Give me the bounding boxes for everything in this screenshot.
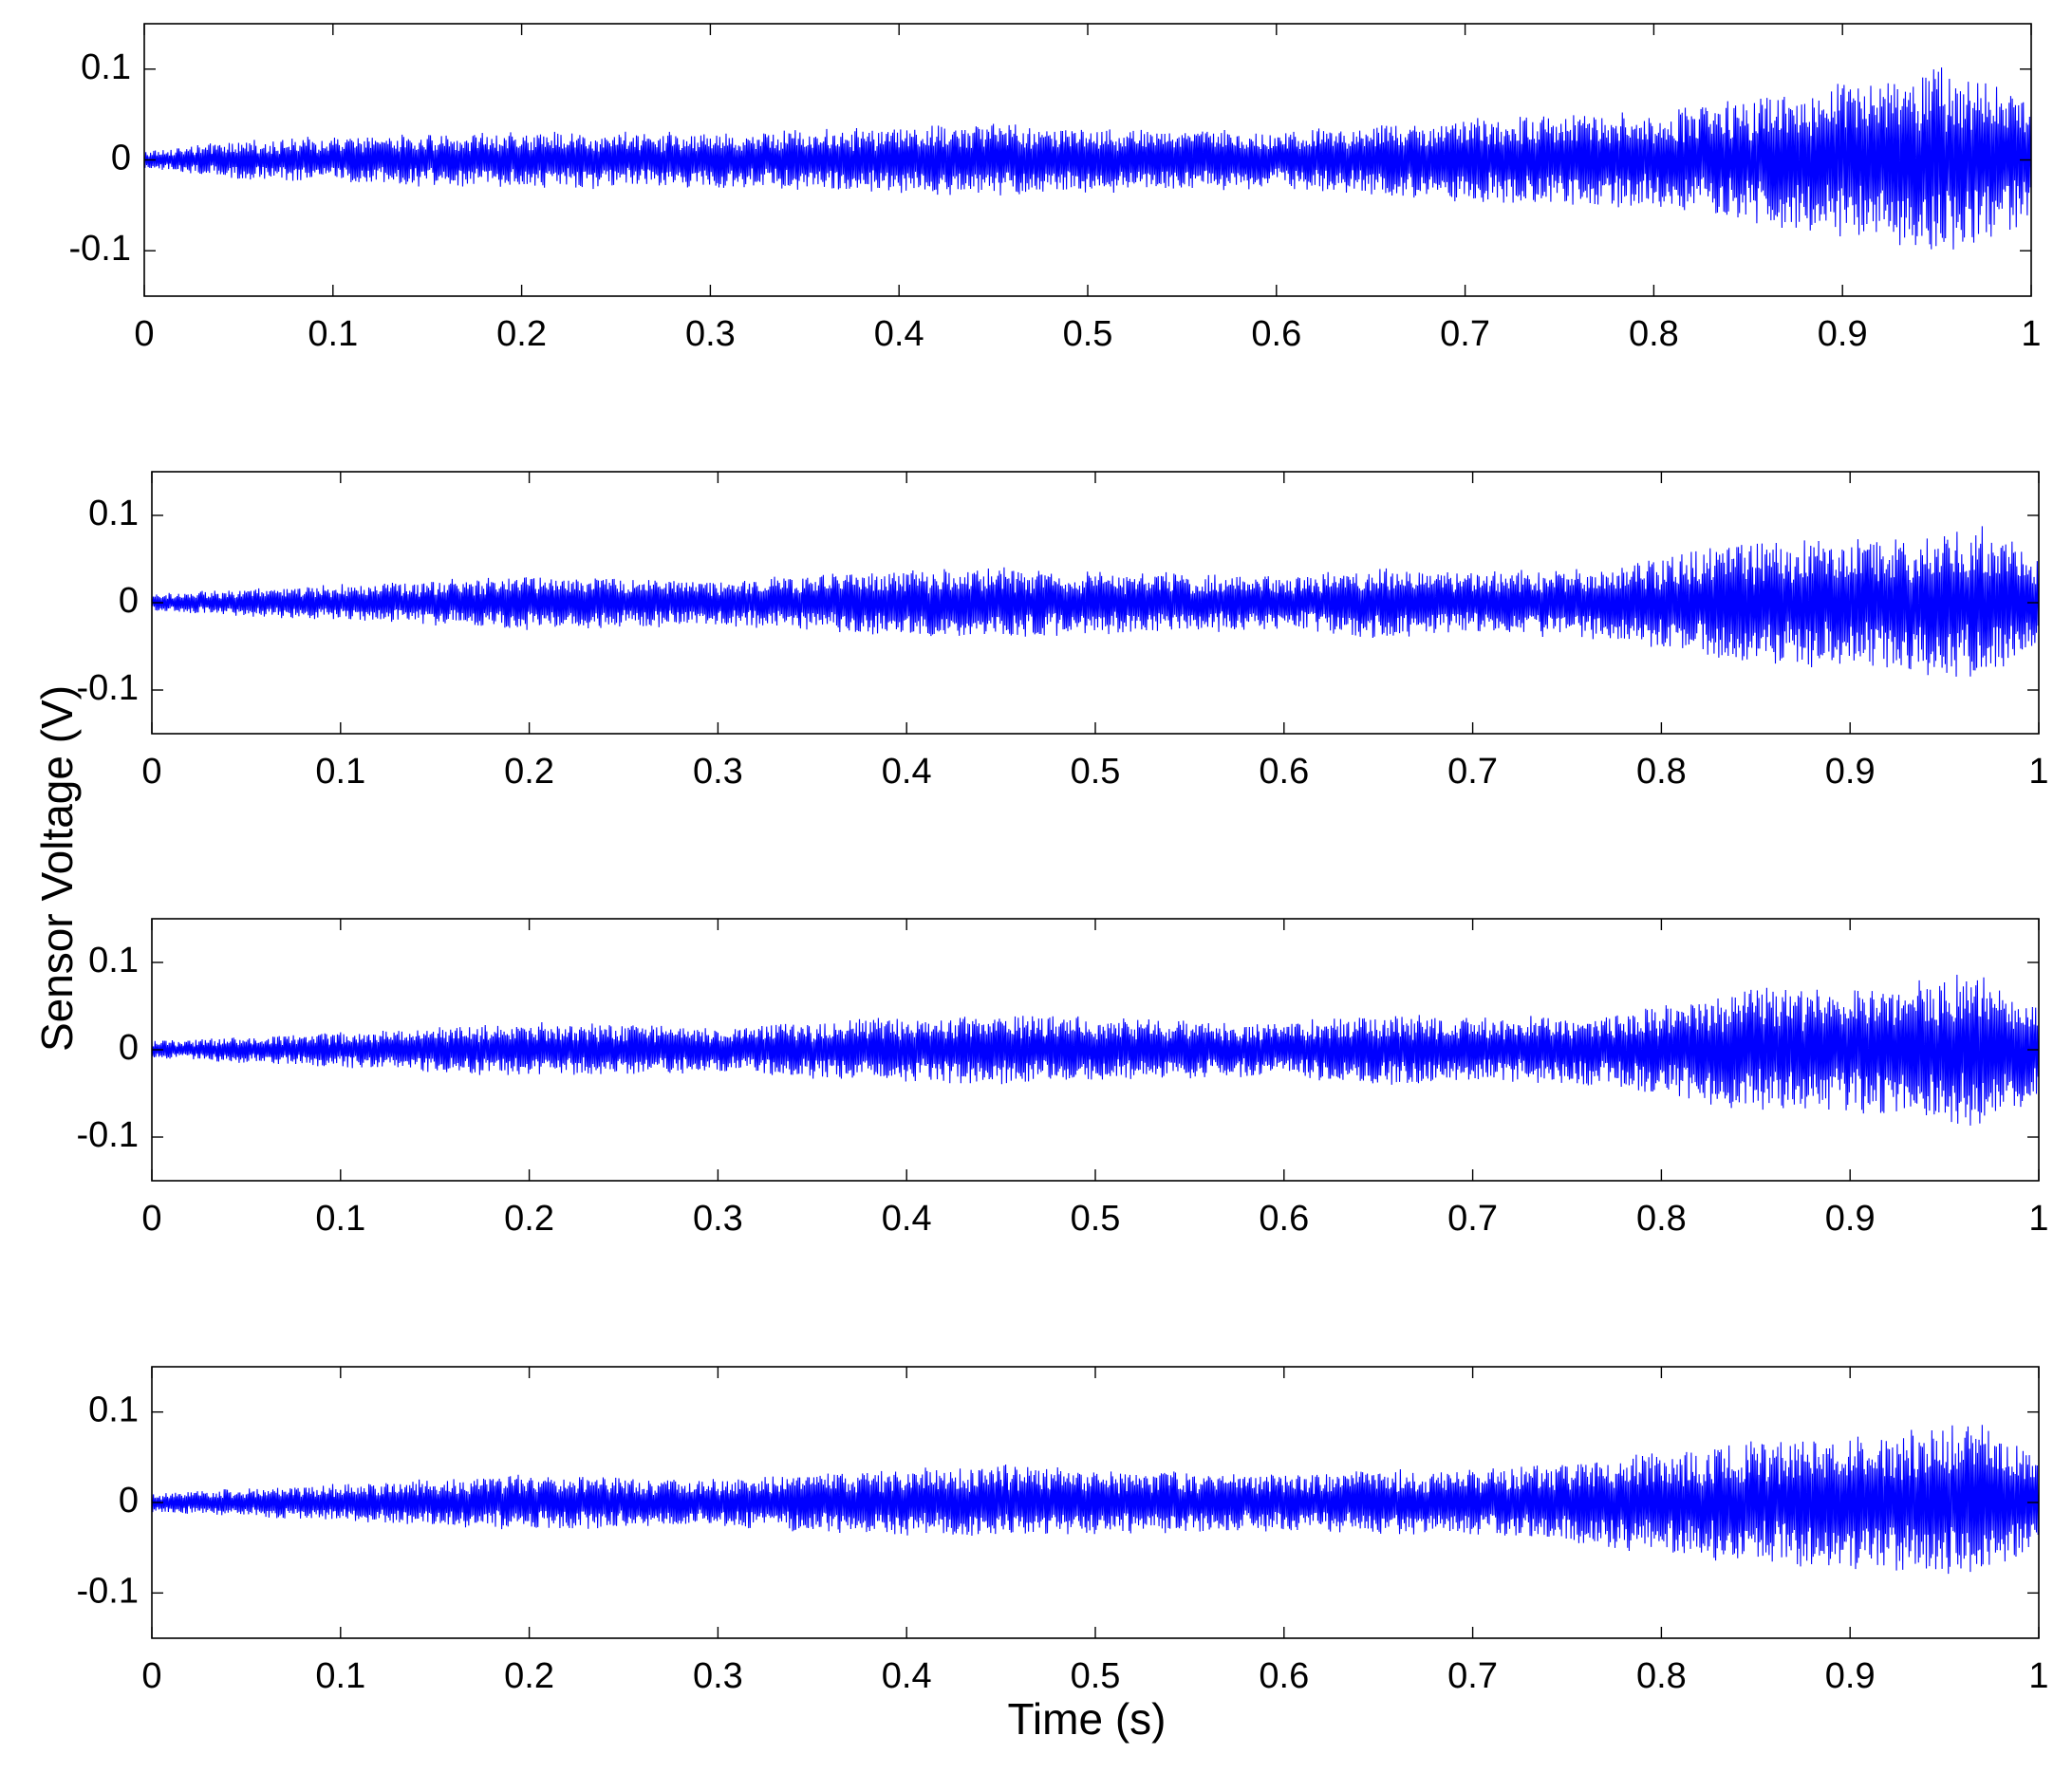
x-tick-label: 0.9 [1825,1199,1876,1239]
x-tick-label: 0.7 [1447,1656,1498,1696]
x-tick-label: 0.3 [685,314,736,354]
y-tick-label: -0.1 [77,1115,139,1155]
x-tick-label: 0 [134,314,154,354]
x-tick-label: 0.6 [1259,1199,1309,1239]
y-tick-label: 0 [111,139,131,178]
subplot-1: 0 0.1 0.2 0.3 0.4 0.5 0.6 0.7 0.8 0.9 1 -0.1 0 0.1 [69,23,2042,354]
x-tick-label: 0.5 [1071,752,1121,792]
x-tick-label: 0.3 [693,1199,743,1239]
x-axis-title: Time (s) [1008,1694,1167,1744]
y-tick-label: -0.1 [77,1571,139,1611]
x-tick-label: 0.7 [1447,752,1498,792]
x-tick-label: 0.9 [1818,314,1868,354]
x-tick-label: 0.8 [1636,1199,1687,1239]
x-tick-label: 0.2 [504,1199,554,1239]
x-tick-label: 0.1 [315,1199,365,1239]
x-tick-label: 0.8 [1636,752,1687,792]
x-tick-label: 1 [2028,752,2048,792]
x-tick-label: 1 [2028,1656,2048,1696]
x-tick-label: 0.9 [1825,752,1876,792]
x-tick-label: 0.7 [1447,1199,1498,1239]
y-tick-label: -0.1 [69,229,131,269]
x-tick-label: 0.4 [882,1199,932,1239]
y-tick-label: 0.1 [81,47,131,87]
x-tick-label: 0.9 [1825,1656,1876,1696]
signal-trace-1 [144,67,2031,250]
x-tick-label: 0.3 [693,1656,743,1696]
y-tick-label: 0.1 [88,494,139,533]
x-tick-label: 1 [2021,314,2041,354]
x-tick-label: 0.8 [1636,1656,1687,1696]
y-tick-label: 0.1 [88,941,139,980]
signal-trace-2 [152,526,2039,677]
x-tick-label: 0.2 [496,314,547,354]
signal-trace-3 [152,974,2039,1126]
signal-trace-4 [152,1425,2039,1575]
y-tick-label: 0 [119,581,139,621]
x-tick-label: 0.4 [874,314,924,354]
y-tick-label: 0 [119,1481,139,1521]
subplot-3: 0 0.1 0.2 0.3 0.4 0.5 0.6 0.7 0.8 0.9 1 -0.1 0 0.1 [77,918,2049,1239]
y-axis-title: Sensor Voltage (V) [32,685,82,1052]
x-tick-label: 0.5 [1063,314,1113,354]
y-tick-label: -0.1 [77,668,139,708]
x-tick-label: 0 [141,752,161,792]
x-tick-label: 0.5 [1071,1656,1121,1696]
x-tick-label: 0.3 [693,752,743,792]
x-tick-label: 0.1 [308,314,358,354]
x-tick-label: 0.6 [1259,752,1309,792]
x-tick-label: 1 [2028,1199,2048,1239]
x-tick-label: 0.1 [315,1656,365,1696]
x-tick-label: 0.6 [1251,314,1301,354]
subplot-4: 0 0.1 0.2 0.3 0.4 0.5 0.6 0.7 0.8 0.9 1 -0.1 0 0.1 [77,1366,2049,1696]
x-tick-label: 0.4 [882,752,932,792]
x-tick-label: 0.7 [1440,314,1490,354]
x-tick-label: 0.1 [315,752,365,792]
x-tick-label: 0.8 [1629,314,1679,354]
x-tick-label: 0.2 [504,1656,554,1696]
subplots: 0 0.1 0.2 0.3 0.4 0.5 0.6 0.7 0.8 0.9 1 -0.1 0 0.1 0 0.… [69,23,2049,1696]
y-tick-label: 0 [119,1028,139,1068]
x-tick-label: 0 [141,1656,161,1696]
x-tick-label: 0 [141,1199,161,1239]
subplot-2: 0 0.1 0.2 0.3 0.4 0.5 0.6 0.7 0.8 0.9 1 -0.1 0 0.1 [77,471,2049,792]
x-tick-label: 0.2 [504,752,554,792]
x-tick-label: 0.6 [1259,1656,1309,1696]
y-tick-label: 0.1 [88,1390,139,1430]
x-tick-label: 0.5 [1071,1199,1121,1239]
x-tick-label: 0.4 [882,1656,932,1696]
